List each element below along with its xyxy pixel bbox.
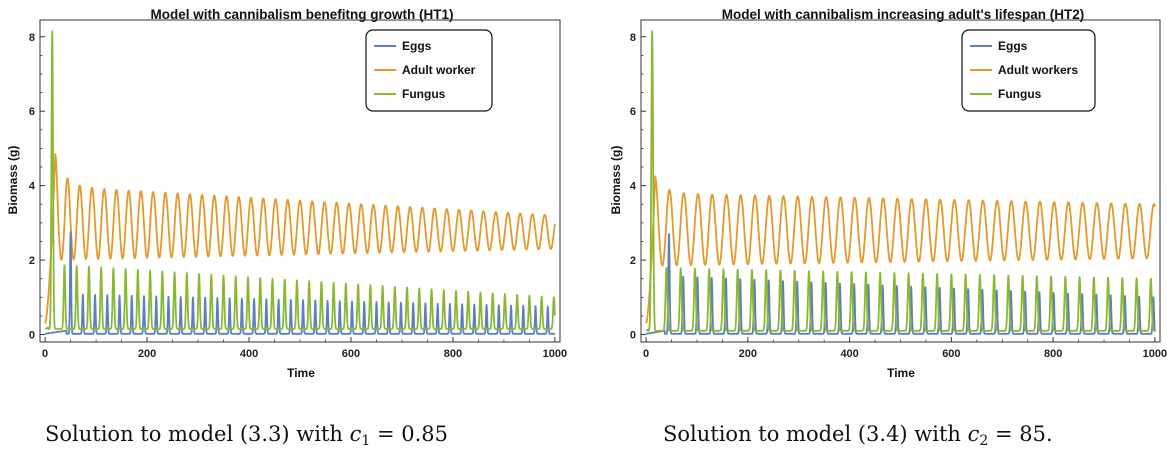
x-tick-label: 600: [942, 348, 960, 360]
chart-title: Model with cannibalism increasing adult'…: [722, 7, 1085, 22]
y-tick-label: 2: [29, 255, 35, 267]
caption-var: c: [968, 422, 980, 446]
chart-title: Model with cannibalism benefitng growth …: [151, 7, 454, 22]
series-line-fungus: [645, 30, 1156, 332]
legend-box: [961, 29, 1096, 112]
caption-sub: 1: [361, 433, 370, 449]
legend-label-eggs: Eggs: [998, 39, 1028, 53]
x-tick-label: 0: [643, 348, 649, 360]
caption-right: Solution to model (3.4) with c2 = 85.: [663, 422, 1053, 449]
y-tick-label: 8: [630, 32, 636, 44]
legend-label-adult: Adult worker: [402, 63, 476, 77]
chart-left: Model with cannibalism benefitng growth …: [6, 7, 567, 380]
series-line-adult-workers: [645, 175, 1156, 324]
y-axis-label: Biomass (g): [609, 146, 623, 215]
x-axis-label: Time: [287, 366, 315, 380]
x-tick-label: 400: [840, 348, 858, 360]
legend: Eggs Adult worker Fungus: [365, 29, 493, 112]
legend-label-adult: Adult workers: [998, 63, 1078, 77]
caption-rest: = 85.: [988, 422, 1052, 446]
x-tick-label: 1000: [543, 348, 567, 360]
series-line-fungus: [44, 30, 556, 330]
caption-prefix: Solution to model (3.3) with: [45, 422, 350, 446]
x-tick-label: 200: [739, 348, 757, 360]
plot-area: 0 200 400 600 800 1000 0 2 4 6 8: [29, 19, 567, 360]
x-tick-label: 800: [444, 348, 462, 360]
y-tick-label: 8: [29, 32, 35, 44]
chart-right: Model with cannibalism increasing adult'…: [609, 7, 1167, 380]
legend-label-fungus: Fungus: [998, 87, 1042, 101]
y-axis-label: Biomass (g): [6, 146, 20, 215]
series-line-eggs: [645, 233, 1156, 335]
caption-var: c: [350, 422, 362, 446]
caption-prefix: Solution to model (3.4) with: [663, 422, 968, 446]
series-line-eggs: [44, 231, 556, 335]
y-tick-label: 2: [630, 255, 636, 267]
caption-sub: 2: [979, 433, 988, 449]
x-tick-label: 800: [1044, 348, 1062, 360]
x-axis-label: Time: [887, 366, 915, 380]
y-tick-label: 4: [630, 181, 637, 193]
y-tick-label: 6: [630, 106, 636, 118]
series-line-adult-worker: [44, 153, 556, 324]
legend-label-eggs: Eggs: [402, 39, 432, 53]
y-tick-label: 0: [29, 330, 35, 342]
y-tick-label: 0: [630, 330, 636, 342]
x-tick-label: 600: [342, 348, 360, 360]
caption-rest: = 0.85: [370, 422, 448, 446]
y-tick-label: 6: [29, 106, 35, 118]
caption-left: Solution to model (3.3) with c1 = 0.85: [45, 422, 448, 449]
plot-area: 0 200 400 600 800 1000 0 2 4 6 8: [630, 19, 1167, 360]
legend: Eggs Adult workers Fungus: [961, 29, 1096, 112]
x-tick-label: 0: [42, 348, 48, 360]
legend-box: [365, 29, 493, 112]
x-tick-label: 400: [240, 348, 258, 360]
legend-label-fungus: Fungus: [402, 87, 446, 101]
x-tick-label: 200: [138, 348, 156, 360]
y-tick-label: 4: [29, 181, 36, 193]
x-tick-label: 1000: [1143, 348, 1167, 360]
